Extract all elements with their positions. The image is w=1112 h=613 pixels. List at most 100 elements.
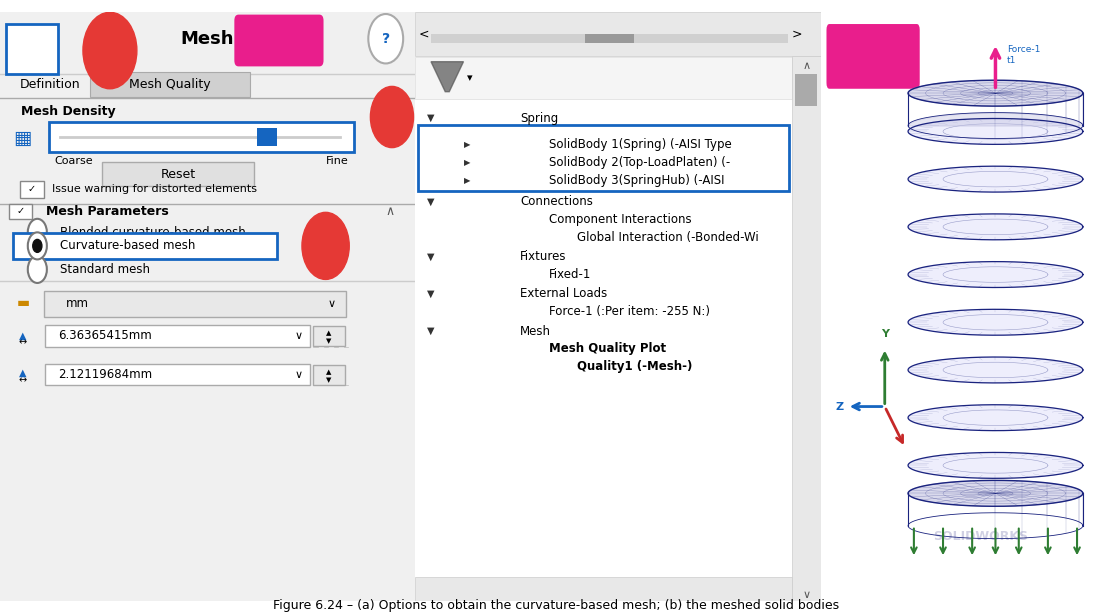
Text: Issue warning for distorted elements: Issue warning for distorted elements xyxy=(52,185,257,194)
Text: Mesh: Mesh xyxy=(180,30,235,48)
Text: Definition: Definition xyxy=(20,78,80,91)
FancyBboxPatch shape xyxy=(90,72,250,97)
Circle shape xyxy=(28,219,47,246)
Polygon shape xyxy=(909,405,1083,430)
Text: ∧: ∧ xyxy=(386,205,395,218)
Text: Coarse: Coarse xyxy=(53,156,92,166)
FancyBboxPatch shape xyxy=(44,291,346,316)
FancyBboxPatch shape xyxy=(312,326,345,346)
Text: Component Interactions: Component Interactions xyxy=(548,213,692,226)
FancyBboxPatch shape xyxy=(7,24,58,74)
Text: ▼: ▼ xyxy=(326,377,331,383)
Text: ✓: ✓ xyxy=(17,206,24,216)
Text: ▲: ▲ xyxy=(19,367,27,378)
Bar xyxy=(415,577,792,601)
Text: 6.36365415mm: 6.36365415mm xyxy=(58,329,152,343)
Text: >: > xyxy=(792,28,803,40)
Circle shape xyxy=(370,86,414,148)
FancyBboxPatch shape xyxy=(44,326,310,346)
Text: Fixtures: Fixtures xyxy=(520,250,567,263)
FancyBboxPatch shape xyxy=(235,15,324,66)
Text: 2.12119684mm: 2.12119684mm xyxy=(58,368,152,381)
Text: ▼: ▼ xyxy=(326,338,331,345)
Text: External Loads: External Loads xyxy=(520,287,607,300)
Text: Reset: Reset xyxy=(161,167,196,181)
FancyBboxPatch shape xyxy=(102,162,255,186)
Text: ▼: ▼ xyxy=(427,197,435,207)
FancyBboxPatch shape xyxy=(826,24,920,89)
Circle shape xyxy=(368,14,404,64)
Text: (a): (a) xyxy=(265,31,292,50)
Bar xyxy=(415,12,821,56)
Text: ▾: ▾ xyxy=(467,73,473,83)
Text: 2: 2 xyxy=(320,237,331,255)
FancyBboxPatch shape xyxy=(44,364,310,386)
Text: Quality1 (-Mesh-): Quality1 (-Mesh-) xyxy=(577,360,693,373)
Text: ✓: ✓ xyxy=(28,185,36,194)
Text: ▼: ▼ xyxy=(427,289,435,299)
Circle shape xyxy=(302,212,349,280)
Text: Force-1 (:Per item: -255 N:): Force-1 (:Per item: -255 N:) xyxy=(548,305,709,318)
Text: (b): (b) xyxy=(858,47,887,66)
FancyBboxPatch shape xyxy=(20,181,44,197)
Polygon shape xyxy=(909,481,1083,506)
Text: Force-1
t1: Force-1 t1 xyxy=(1007,45,1041,64)
Text: Mesh Quality: Mesh Quality xyxy=(129,78,211,91)
Polygon shape xyxy=(909,452,1083,478)
Polygon shape xyxy=(909,357,1083,383)
Text: ∨: ∨ xyxy=(295,331,302,341)
Text: ▼: ▼ xyxy=(427,326,435,336)
Circle shape xyxy=(83,12,137,89)
Text: Global Interaction (-Bonded-Wi: Global Interaction (-Bonded-Wi xyxy=(577,230,758,243)
Text: Spring: Spring xyxy=(520,112,558,124)
Text: ▲: ▲ xyxy=(326,330,331,337)
Text: Standard mesh: Standard mesh xyxy=(60,263,150,276)
FancyBboxPatch shape xyxy=(9,204,32,219)
Text: ▶: ▶ xyxy=(465,140,470,149)
Text: Connections: Connections xyxy=(520,196,593,208)
Text: ▲: ▲ xyxy=(326,370,331,375)
Polygon shape xyxy=(909,310,1083,335)
FancyBboxPatch shape xyxy=(312,365,345,385)
Text: Mesh: Mesh xyxy=(520,325,552,338)
Text: ▶: ▶ xyxy=(465,158,470,167)
Text: ∧: ∧ xyxy=(803,61,811,71)
Text: Figure 6.24 – (a) Options to obtain the curvature-based mesh; (b) the meshed sol: Figure 6.24 – (a) Options to obtain the … xyxy=(272,599,840,612)
FancyBboxPatch shape xyxy=(49,122,354,152)
FancyBboxPatch shape xyxy=(13,233,277,259)
Text: Fixed-1: Fixed-1 xyxy=(548,268,592,281)
Text: SolidBody 1(Spring) (-AISI Type: SolidBody 1(Spring) (-AISI Type xyxy=(548,138,732,151)
Text: Mesh Parameters: Mesh Parameters xyxy=(46,205,168,218)
Text: 1: 1 xyxy=(386,108,398,126)
Text: SolidBody 3(SpringHub) (-AISI: SolidBody 3(SpringHub) (-AISI xyxy=(548,174,724,187)
Polygon shape xyxy=(909,262,1083,287)
Polygon shape xyxy=(909,166,1083,192)
Text: Fine: Fine xyxy=(326,156,348,166)
Text: ∨: ∨ xyxy=(803,590,811,600)
Text: Mesh Density: Mesh Density xyxy=(21,105,116,118)
Text: SolidBody 2(Top-LoadPlaten) (-: SolidBody 2(Top-LoadPlaten) (- xyxy=(548,156,729,169)
Text: Y: Y xyxy=(881,329,888,339)
Text: <: < xyxy=(418,28,429,40)
Circle shape xyxy=(28,232,47,259)
Text: ✓: ✓ xyxy=(23,40,40,58)
Text: ▬: ▬ xyxy=(17,296,29,310)
Text: SOLIDWORKS: SOLIDWORKS xyxy=(933,530,1029,543)
Text: Z: Z xyxy=(835,402,844,411)
Text: ▼: ▼ xyxy=(427,113,435,123)
Polygon shape xyxy=(431,62,464,92)
Polygon shape xyxy=(909,214,1083,240)
FancyBboxPatch shape xyxy=(418,125,790,191)
Polygon shape xyxy=(909,118,1083,145)
Text: ∨: ∨ xyxy=(295,370,302,380)
Text: Blended curvature-based mesh: Blended curvature-based mesh xyxy=(60,226,246,239)
Text: ?: ? xyxy=(381,32,390,46)
Text: mm: mm xyxy=(67,297,89,310)
Bar xyxy=(257,128,277,146)
Bar xyxy=(415,57,792,99)
Text: ↔: ↔ xyxy=(19,337,27,347)
Text: ▲: ▲ xyxy=(19,331,27,341)
Circle shape xyxy=(32,240,42,253)
Polygon shape xyxy=(909,80,1083,106)
Text: ∨: ∨ xyxy=(328,299,336,308)
